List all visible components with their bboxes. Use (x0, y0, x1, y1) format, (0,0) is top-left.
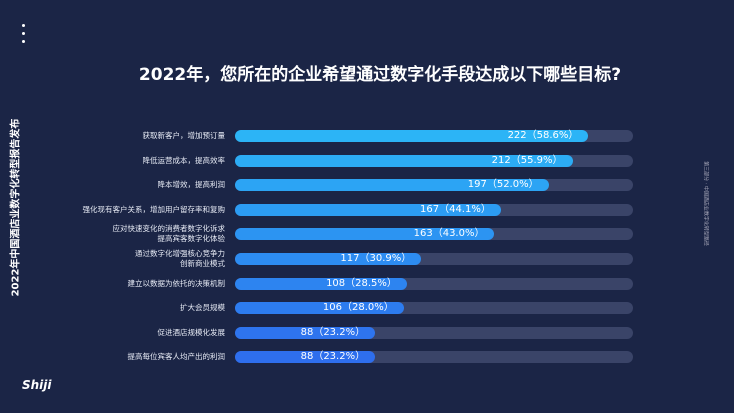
dot (22, 24, 25, 27)
logo: Shiji (22, 378, 52, 392)
bar (235, 130, 589, 142)
value-label: 167（44.1%） (420, 203, 491, 215)
bar (235, 179, 549, 192)
value-label: 108（28.5%） (326, 277, 397, 289)
value-label: 163（43.0%） (413, 228, 485, 240)
value-label: 117（30.9%） (340, 253, 412, 264)
category-label: 提高每位宾客人均产出的利润 (127, 352, 226, 362)
category-label: 应对快速变化的消费者数字化诉求 提高宾客数字化体验 (112, 224, 226, 244)
category-label: 获取新客户，增加预订量 (142, 131, 226, 140)
bar (235, 253, 422, 265)
bar (235, 351, 376, 364)
bar (235, 302, 404, 315)
category-label: 降本增效，提高利润 (157, 180, 226, 190)
chart-title: 2022年，您所在的企业希望通过数字化手段达成以下哪些目标? (138, 65, 622, 85)
dot (22, 40, 25, 43)
category-label: 通过数字化增强核心竞争力 创新商业模式 (135, 249, 225, 268)
value-label: 88（23.2%） (300, 351, 366, 363)
bar (235, 326, 376, 339)
category-label: 扩大会员规模 (180, 303, 225, 313)
value-label: 197（52.0%） (467, 179, 539, 191)
dot (22, 32, 25, 35)
bar (235, 203, 501, 216)
value-label: 222（58.6%） (507, 130, 579, 141)
category-label: 降低运营成本，提高效率 (142, 155, 226, 165)
bar (235, 228, 495, 241)
bar (235, 154, 573, 167)
category-label: 建立以数据为依托的决策机制 (127, 278, 226, 288)
bar (235, 277, 407, 290)
category-label: 促进酒店规模化发展 (157, 327, 226, 337)
section-label: 第三部分 · 中国酒店业数字化转型路径 (702, 161, 709, 246)
value-label: 212（55.9%） (491, 154, 563, 166)
category-label: 强化现有客户关系，增加用户留存率和复购 (82, 204, 226, 214)
value-label: 88（23.2%） (300, 326, 366, 338)
value-label: 106（28.0%） (322, 302, 394, 314)
